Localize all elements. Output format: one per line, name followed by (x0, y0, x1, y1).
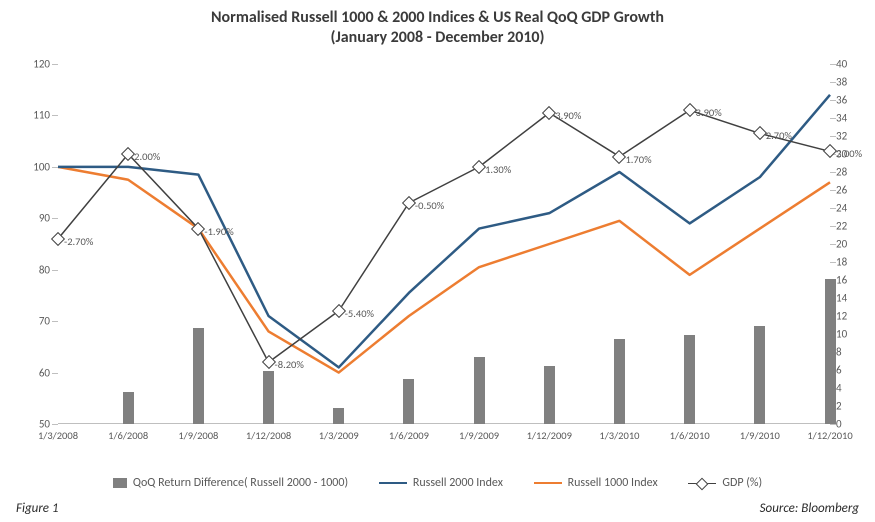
x-tick-label: 1/6/2008 (108, 429, 148, 442)
y-right-tick-label: 22 (836, 220, 860, 233)
chart-figure: Normalised Russell 1000 & 2000 Indices &… (0, 0, 875, 522)
x-tick-label: 1/6/2009 (389, 429, 429, 442)
y-right-tick-label: 28 (836, 166, 860, 179)
legend-label: QoQ Return Difference( Russell 2000 - 10… (133, 476, 348, 490)
y-left-tick-label: 110 (20, 109, 50, 122)
x-tick-label: 1/12/2010 (807, 429, 852, 442)
bar-qoq (474, 357, 485, 425)
bar-qoq (544, 366, 555, 425)
gdp-value-label: 3.90% (696, 106, 722, 119)
y-left-tick-label: 70 (20, 315, 50, 328)
legend-label: Russell 1000 Index (568, 476, 658, 490)
gdp-value-label: -5.40% (345, 307, 374, 320)
y-left-tick-label: 80 (20, 263, 50, 276)
y-right-tick-label: 34 (836, 112, 860, 125)
gdp-value-label: 1.30% (485, 163, 511, 176)
y-right-tick-label: 26 (836, 184, 860, 197)
line-r1000 (58, 167, 830, 373)
y-right-tick-label: 24 (836, 202, 860, 215)
y-right-tick-label: 38 (836, 76, 860, 89)
gdp-value-label: 2.00% (134, 150, 160, 163)
x-tick-label: 1/9/2010 (740, 429, 780, 442)
legend-item-r2000: Russell 2000 Index (379, 476, 503, 490)
source-label: Source: Bloomberg (760, 501, 859, 516)
gdp-value-label: 2.00% (836, 147, 862, 160)
x-tick-label: 1/3/2009 (319, 429, 359, 442)
legend: QoQ Return Difference( Russell 2000 - 10… (0, 476, 875, 490)
legend-label: GDP (%) (722, 476, 762, 490)
y-right-tick-label: 4 (836, 382, 860, 395)
legend-swatch-line (534, 482, 562, 484)
legend-item-r1000: Russell 1000 Index (534, 476, 658, 490)
legend-item-qoq: QoQ Return Difference( Russell 2000 - 10… (113, 476, 348, 490)
bar-qoq (403, 379, 414, 424)
y-right-tick-label: 12 (836, 310, 860, 323)
line-gdp (58, 110, 830, 362)
legend-item-gdp: GDP (%) (688, 476, 762, 490)
bar-qoq (263, 371, 274, 424)
bar-qoq (333, 408, 344, 424)
x-tick-label: 1/3/2010 (599, 429, 639, 442)
gdp-value-label: -8.20% (275, 358, 304, 371)
y-right-tick-label: 36 (836, 94, 860, 107)
gdp-value-label: 2.70% (766, 129, 792, 142)
diamond-icon (696, 477, 709, 490)
x-tick-label: 1/9/2008 (178, 429, 218, 442)
bar-qoq (684, 335, 695, 424)
legend-swatch-line (379, 482, 407, 484)
bar-qoq (123, 392, 134, 424)
y-left-tick-label: 120 (20, 58, 50, 71)
line-r2000 (58, 95, 830, 368)
legend-label: Russell 2000 Index (413, 476, 503, 490)
gdp-value-label: 3.90% (555, 109, 581, 122)
y-right-tick-label: 18 (836, 256, 860, 269)
x-tick-label: 1/12/2008 (246, 429, 291, 442)
gdp-value-label: 1.70% (625, 153, 651, 166)
x-tick-label: 1/12/2009 (527, 429, 572, 442)
y-left-tick-label: 90 (20, 212, 50, 225)
y-right-tick-label: 2 (836, 400, 860, 413)
chart-title: Normalised Russell 1000 & 2000 Indices &… (0, 8, 875, 48)
gdp-value-label: -0.50% (415, 199, 444, 212)
x-tick-label: 1/3/2008 (38, 429, 78, 442)
bar-qoq (614, 339, 625, 424)
bar-qoq (825, 279, 836, 424)
figure-label: Figure 1 (16, 501, 59, 516)
gdp-value-label: -1.90% (204, 225, 233, 238)
y-right-tick-label: 10 (836, 328, 860, 341)
y-right-tick-label: 16 (836, 274, 860, 287)
chart-title-line2: (January 2008 - December 2010) (0, 28, 875, 48)
plot-area: 5060708090100110120024681012141618202224… (58, 64, 830, 424)
chart-title-line1: Normalised Russell 1000 & 2000 Indices &… (0, 8, 875, 28)
x-tick-label: 1/6/2010 (670, 429, 710, 442)
gdp-value-label: -2.70% (64, 235, 93, 248)
y-left-tick-label: 60 (20, 366, 50, 379)
bar-qoq (193, 328, 204, 424)
y-right-tick-label: 8 (836, 346, 860, 359)
y-right-tick-label: 20 (836, 238, 860, 251)
legend-swatch-bar (113, 478, 127, 488)
y-left-tick-label: 100 (20, 160, 50, 173)
x-tick-label: 1/9/2009 (459, 429, 499, 442)
y-right-tick-label: 32 (836, 130, 860, 143)
y-right-tick-label: 40 (836, 58, 860, 71)
y-right-tick-label: 6 (836, 364, 860, 377)
y-right-tick-label: 14 (836, 292, 860, 305)
bar-qoq (754, 326, 765, 424)
legend-swatch-line (688, 483, 716, 484)
